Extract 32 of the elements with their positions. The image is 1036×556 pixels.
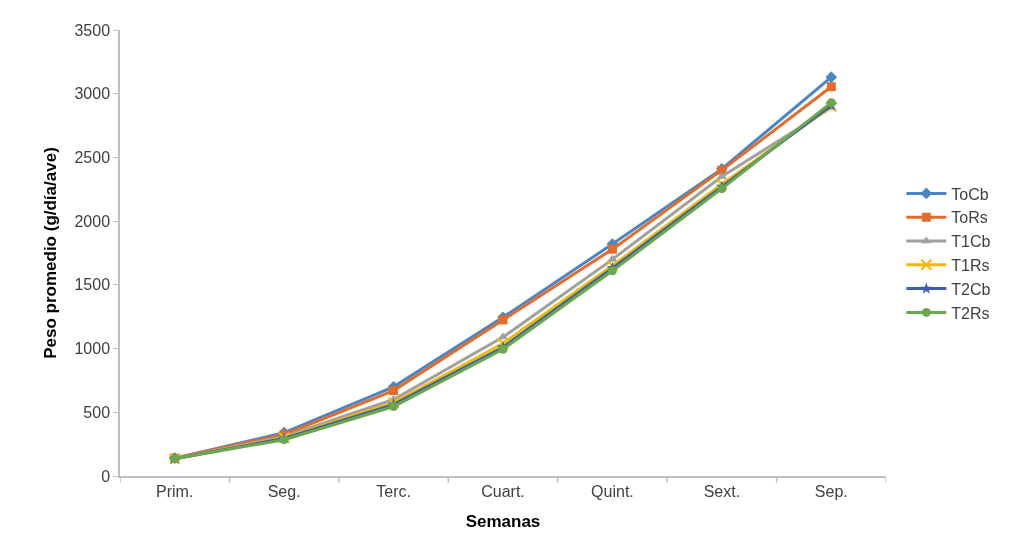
legend-label: ToRs [951,209,988,227]
y-tick-label: 1000 [74,340,111,358]
point [607,244,617,254]
point [497,337,509,350]
point [607,266,617,276]
x-tick-label: Quint. [591,482,634,500]
y-tick-label: 3500 [74,21,111,39]
point [389,402,399,412]
legend-label: T1Cb [951,233,991,251]
x-tick-label: Sep. [814,482,848,500]
legend-label: ToCb [951,185,989,203]
y-tick-label: 0 [101,467,111,485]
y-tick-label: 2500 [74,149,111,167]
point [826,82,836,92]
y-axis-title: Peso promedio (g/día/ave) [40,147,60,359]
point [498,315,508,325]
x-tick-label: Terc. [376,482,411,500]
point [825,71,838,83]
legend-label: T2Rs [951,304,990,322]
x-tick-label: Seg. [267,482,301,500]
x-axis-title: Semanas [465,511,541,531]
y-tick-label: 2000 [74,212,111,230]
legend-label: T1Rs [951,257,990,275]
x-tick-label: Cuart. [481,482,525,500]
x-tick-label: Prim. [156,482,194,500]
y-tick-label: 500 [83,403,111,421]
point [717,184,727,194]
point [389,386,399,396]
y-tick-label: 3000 [74,85,111,103]
x-tick-label: Sext. [703,482,741,500]
y-tick-label: 1500 [74,276,111,294]
legend-label: T2Cb [951,280,991,298]
